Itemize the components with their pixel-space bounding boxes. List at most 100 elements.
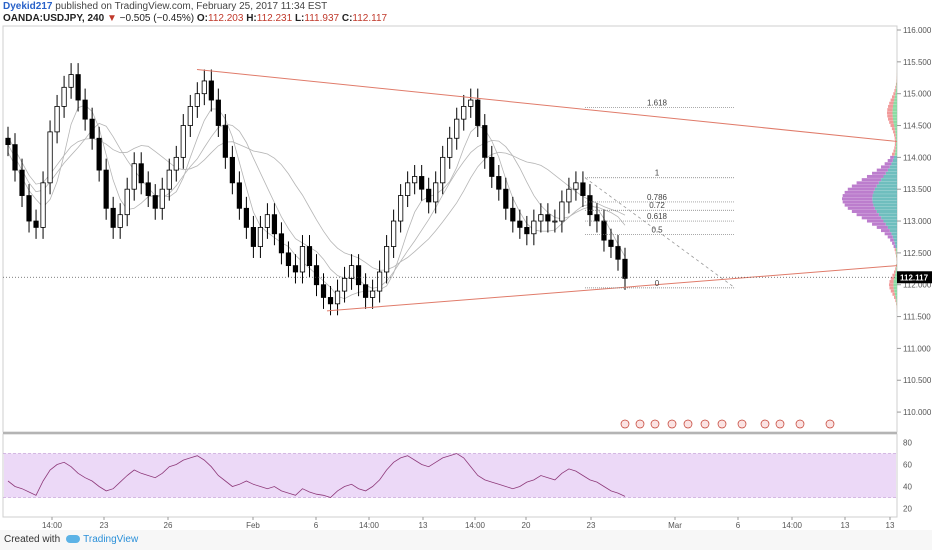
volume-profile-bar-up [891,162,897,166]
volume-profile-bar-down [884,232,892,236]
volume-profile-bar-up [895,136,897,140]
candle-body [131,163,137,190]
candle-body [306,246,313,267]
candle-body [82,99,88,120]
volume-profile-bar-up [895,149,897,153]
volume-profile-bar-up [883,174,897,178]
price-tick-label: 110.000 [903,408,932,417]
event-flag-icon [795,419,805,429]
fib-level-label: 0.786 [647,193,668,202]
candle-body [236,182,242,209]
volume-profile-bar-down [887,235,893,239]
candle-body [271,214,278,235]
low-label: L: [294,13,305,24]
candle-body [110,207,116,228]
time-tick-label: 13 [419,521,428,530]
volume-profile-bar-up [894,276,897,280]
volume-profile-bar-down [895,85,897,89]
price-tick-label: 115.500 [903,58,932,67]
volume-profile-bar-down [872,222,886,226]
volume-profile-bar-down [895,299,897,303]
volume-profile-bar-down [892,95,895,99]
volume-profile-bar-down [893,92,896,96]
time-tick-label: 13 [886,521,895,530]
time-tick-label: 14:00 [42,521,63,530]
tradingview-brand[interactable]: TradingView [83,534,139,545]
volume-profile-bar-up [895,146,897,150]
candle-body [622,258,628,279]
volume-profile-bar-down [872,171,886,175]
price-tick-label: 114.000 [903,153,932,162]
candle-body [89,118,95,139]
time-tick-label: Feb [246,521,260,530]
volume-profile-bar-up [894,124,897,128]
volume-profile-bar-down [847,187,875,191]
time-tick-label: 23 [100,521,109,530]
fib-level-label: 1 [655,169,660,178]
rsi-tick-label: 20 [903,505,912,514]
chart-area[interactable]: 116.000 115.500 115.000 114.500 114.000 113.5… [0,0,932,530]
volume-profile-bar-up [893,120,897,124]
candle-body [250,227,256,247]
candle-body [5,137,11,146]
candle-body [33,220,39,228]
candle-body [117,214,123,228]
candle-body [615,246,621,260]
volume-profile-bar-up [874,187,897,191]
event-flag-icon [635,419,645,429]
symbol-name: OANDA:USDJPY, 240 [3,13,105,24]
volume-profile-bar-up [885,222,897,226]
candle-body [208,80,214,101]
candle-body [531,220,537,235]
candle-body [222,125,228,158]
volume-profile-bar-up [881,216,897,220]
publish-info: Dyekid217 published on TradingView.com, … [0,0,932,13]
close-value: 112.117 [352,13,388,24]
price-panel [2,25,898,433]
volume-profile-bar-up [893,155,897,159]
time-tick-label: 6 [736,521,741,530]
volume-profile-bar-down [851,184,877,188]
change-value: −0.505 (−0.45%) [119,13,195,24]
volume-profile-bar-down [894,143,897,147]
volume-profile-bar-down [876,225,888,229]
volume-profile-bar-up [883,219,897,223]
volume-profile-bar-down [895,254,897,258]
fib-level-label: 0.72 [649,201,665,210]
event-flag-icon [717,419,727,429]
volume-profile-bar-down [892,273,895,277]
volume-profile-bar-up [895,270,897,274]
volume-profile-bar-up [894,98,897,102]
close-label: C: [341,13,353,24]
candle-body [159,188,165,209]
candle-body [566,188,572,203]
price-tick-label: 112.000 [903,281,932,290]
rsi-line [7,453,626,498]
volume-profile-bar-up [876,209,897,213]
candle-body [362,284,369,298]
candle-body [152,195,158,209]
fib-level-label: 0 [655,279,660,288]
price-tick-label: 111.500 [903,313,931,322]
candle-body [180,125,186,158]
time-tick-label: Mar [668,521,682,530]
author-link[interactable]: Dyekid217 [3,1,53,12]
volume-profile-bar-up [894,152,897,156]
volume-profile-bar-down [894,146,896,150]
price-tick-label: 111.000 [903,344,931,353]
price-tick-label: 114.500 [903,122,932,131]
moving-average-line [7,136,626,271]
candle-body [433,182,439,203]
created-with-text: Created with [4,534,61,545]
event-flag-icon [620,419,630,429]
candle-body [440,156,446,184]
event-flag-icon [760,419,770,429]
volume-profile-bar-down [844,203,874,207]
event-flag-icon [700,419,710,429]
price-tick-label: 116.000 [903,26,932,35]
volume-profile-bar-up [876,184,897,188]
high-value: 112.231 [256,13,293,24]
volume-profile-bar-up [893,286,897,290]
candle-body [173,156,179,171]
candle-body [313,265,320,286]
